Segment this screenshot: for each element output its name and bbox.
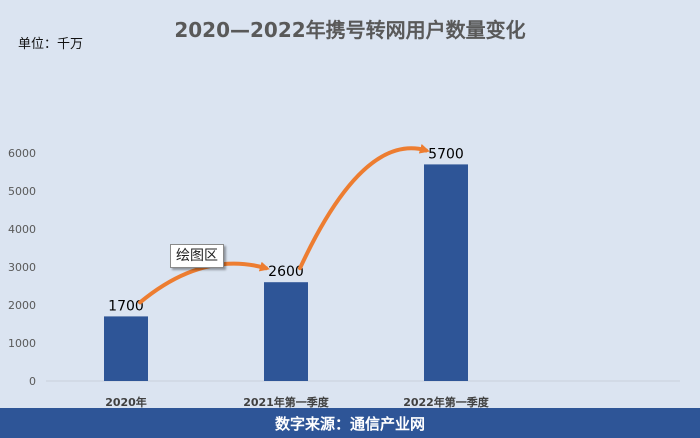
x-tick-label-2: 2022年第一季度 (403, 395, 490, 409)
trend-arrow-0 (138, 261, 270, 305)
y-tick-label-6: 6000 (8, 147, 36, 160)
bar-0 (104, 316, 148, 381)
data-label-2: 5700 (428, 146, 464, 162)
y-tick-label-2: 2000 (8, 299, 36, 312)
y-tick-label-1: 1000 (8, 337, 36, 350)
x-tick-label-1: 2021年第一季度 (243, 395, 330, 409)
source-text: 数字来源：通信产业网 (274, 414, 425, 433)
y-tick-label-5: 5000 (8, 185, 36, 198)
chart-tooltip: 绘图区 (170, 244, 224, 268)
trend-arrow-1 (298, 143, 430, 271)
source-footer: 数字来源：通信产业网 (0, 408, 700, 438)
bar-1 (264, 282, 308, 381)
bars-group: 1700 2020年 2600 2021年第一季度 5700 2022年第一季度 (104, 146, 490, 409)
data-label-1: 2600 (268, 264, 304, 280)
y-axis: 0 1000 2000 3000 4000 5000 6000 (8, 147, 36, 388)
y-tick-label-3: 3000 (8, 261, 36, 274)
unit-label: 单位：千万 (18, 37, 84, 52)
bar-2 (424, 164, 468, 381)
y-tick-label-4: 4000 (8, 223, 36, 236)
y-tick-label-0: 0 (29, 375, 36, 388)
x-tick-label-0: 2020年 (105, 395, 147, 409)
chart-title: 2020—2022年携号转网用户数量变化 (174, 18, 526, 42)
data-label-0: 1700 (108, 298, 144, 314)
